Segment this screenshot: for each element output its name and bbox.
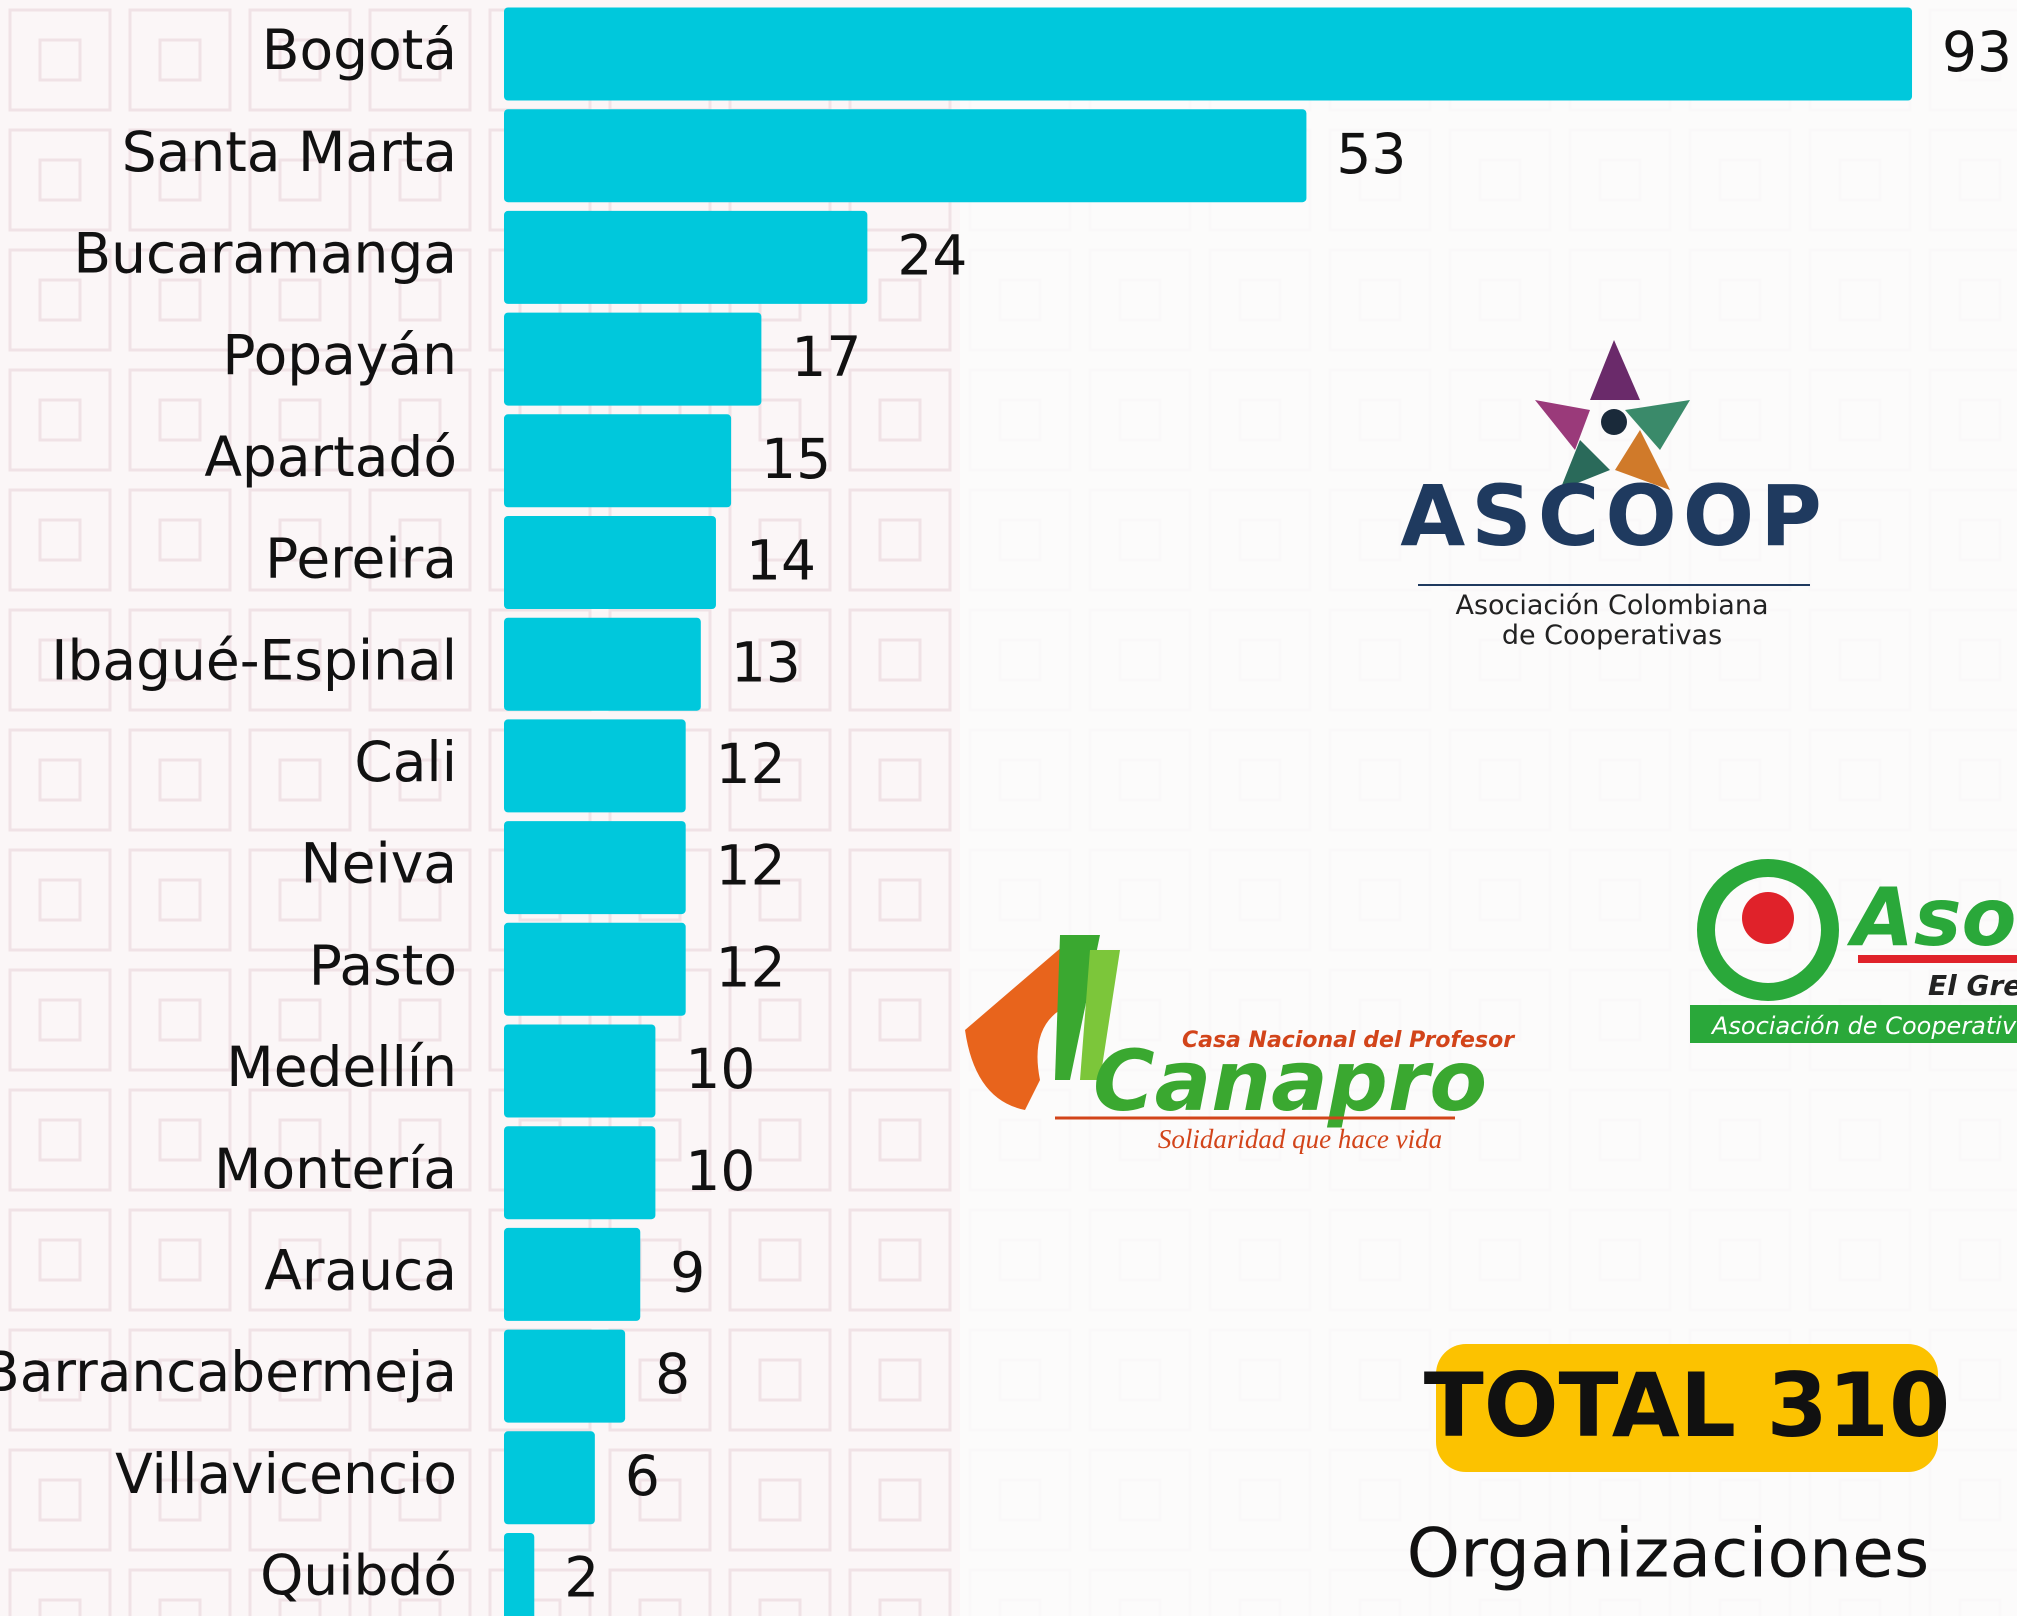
category-label: Ibagué-Espinal xyxy=(51,628,457,692)
category-label: Bogotá xyxy=(262,18,457,82)
canapro-logo: Casa Nacional del Profesor Canapro Solid… xyxy=(965,935,1515,1154)
bar xyxy=(504,210,868,304)
value-label: 17 xyxy=(791,325,861,389)
category-label: Cali xyxy=(354,730,457,794)
value-label: 10 xyxy=(685,1037,755,1101)
total-title: TOTAL 310 xyxy=(1424,1354,1951,1457)
total-subtitle: Organizaciones xyxy=(1407,1515,1930,1594)
bar xyxy=(504,109,1307,203)
ascoop-logo: ASCOOP Asociación Colombiana de Cooperat… xyxy=(1400,340,1828,651)
value-label: 13 xyxy=(731,630,801,694)
value-label: 53 xyxy=(1336,122,1406,186)
category-label: Pasto xyxy=(309,933,457,997)
value-label: 12 xyxy=(716,732,786,796)
value-label: 2 xyxy=(564,1546,599,1610)
canapro-slogan: Solidaridad que hace vida xyxy=(1158,1124,1442,1154)
bar xyxy=(504,414,732,508)
ascoop-line: Asociación Colombiana xyxy=(1455,590,1768,621)
bar xyxy=(504,7,1913,101)
aso-line: Asociación de Cooperativas y Emp xyxy=(1710,1012,2017,1040)
category-label: Quibdó xyxy=(260,1544,457,1608)
category-label: Villavicencio xyxy=(115,1442,457,1506)
value-label: 93 xyxy=(1942,20,2012,84)
bar xyxy=(504,1431,595,1525)
bar xyxy=(504,1533,535,1616)
bar xyxy=(504,821,686,915)
ascoop-name: ASCOOP xyxy=(1400,467,1828,565)
category-label: Montería xyxy=(214,1137,457,1201)
category-label: Medellín xyxy=(226,1035,457,1099)
value-label: 15 xyxy=(761,427,831,491)
category-label: Bucaramanga xyxy=(73,222,457,286)
ascoop-line: de Cooperativas xyxy=(1502,620,1722,651)
value-label: 14 xyxy=(746,529,816,593)
bar xyxy=(504,516,716,609)
value-label: 24 xyxy=(897,224,967,288)
category-label: Barrancabermeja xyxy=(0,1340,457,1404)
value-label: 9 xyxy=(670,1241,705,1305)
bar xyxy=(504,1126,656,1220)
aso-logo: Aso El Grem Asociación de Cooperativas y… xyxy=(1690,859,2017,1043)
canapro-name: Canapro xyxy=(1093,1032,1487,1130)
category-label: Arauca xyxy=(264,1239,457,1303)
category-label: Pereira xyxy=(265,527,457,591)
value-label: 12 xyxy=(716,834,786,898)
bar xyxy=(504,617,701,711)
value-label: 6 xyxy=(625,1444,660,1508)
value-label: 8 xyxy=(655,1342,690,1406)
bar xyxy=(504,719,686,813)
bar xyxy=(504,1024,656,1118)
bar xyxy=(504,922,686,1016)
total-box xyxy=(1436,1344,1938,1472)
category-label: Apartadó xyxy=(204,425,457,489)
category-label: Popayán xyxy=(222,323,457,387)
category-label: Neiva xyxy=(300,832,457,896)
value-label: 10 xyxy=(685,1139,755,1203)
category-label: Santa Marta xyxy=(122,120,457,184)
value-label: 12 xyxy=(716,935,786,999)
aso-line: El Grem xyxy=(1928,969,2017,1002)
bar xyxy=(504,1227,641,1321)
canapro-top: Casa Nacional del Profesor xyxy=(1182,1028,1515,1053)
bar xyxy=(504,312,762,406)
aso-name: Aso xyxy=(1846,871,2017,964)
bar xyxy=(504,1329,626,1423)
